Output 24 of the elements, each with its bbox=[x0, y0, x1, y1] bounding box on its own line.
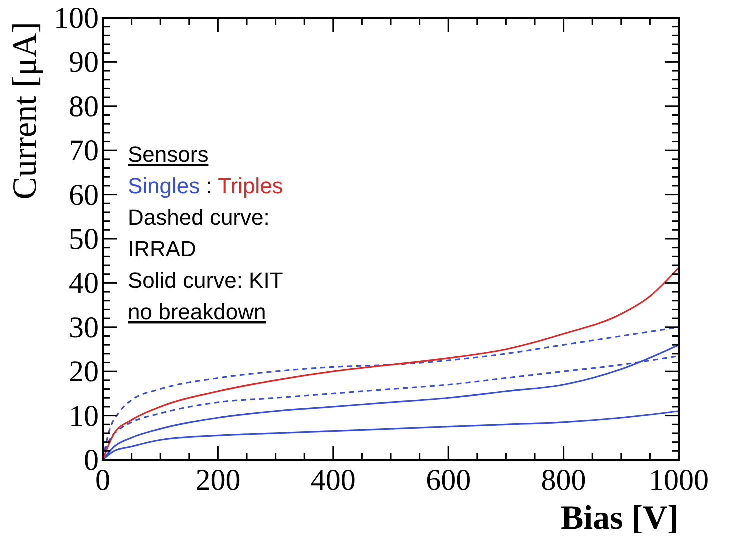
annotation: no breakdown bbox=[128, 300, 266, 324]
y-tick-label: 100 bbox=[54, 2, 99, 35]
x-tick-label: 800 bbox=[541, 464, 586, 497]
annotation: Dashed curve: bbox=[128, 205, 270, 230]
y-tick-label: 10 bbox=[69, 400, 99, 433]
annotation: Sensors bbox=[128, 142, 209, 167]
x-tick-label: 200 bbox=[196, 464, 241, 497]
line-series bbox=[103, 266, 679, 460]
x-tick-label: 600 bbox=[426, 464, 472, 497]
annotation: IRRAD bbox=[128, 236, 196, 262]
annotation: Solid curve: KIT bbox=[128, 268, 284, 293]
y-tick-label: 90 bbox=[69, 46, 99, 80]
y-tick-label: 40 bbox=[69, 267, 99, 300]
annotation: Singles : Triples bbox=[128, 174, 284, 198]
y-axis-title: Current [μA] bbox=[7, 22, 44, 200]
y-tick-label: 20 bbox=[69, 356, 99, 389]
y-tick-label: 80 bbox=[69, 90, 99, 124]
y-tick-label: 70 bbox=[69, 134, 99, 168]
y-tick-label: 60 bbox=[69, 178, 99, 212]
y-tick-label: 30 bbox=[69, 311, 99, 344]
x-tick-label: 400 bbox=[310, 464, 356, 497]
y-tick-label: 50 bbox=[69, 223, 99, 256]
x-tick-label: 1000 bbox=[649, 464, 709, 497]
x-axis-title: Bias [V] bbox=[560, 500, 679, 537]
